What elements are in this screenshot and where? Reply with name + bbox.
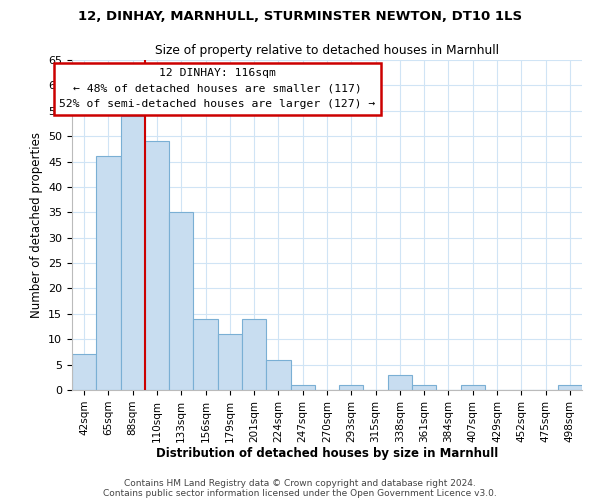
X-axis label: Distribution of detached houses by size in Marnhull: Distribution of detached houses by size …: [156, 448, 498, 460]
Bar: [193, 319, 218, 390]
Text: Contains HM Land Registry data © Crown copyright and database right 2024.: Contains HM Land Registry data © Crown c…: [124, 478, 476, 488]
Title: Size of property relative to detached houses in Marnhull: Size of property relative to detached ho…: [155, 44, 499, 58]
Bar: [96, 156, 121, 390]
Bar: [461, 385, 485, 390]
Bar: [290, 385, 315, 390]
Bar: [169, 212, 193, 390]
Bar: [242, 319, 266, 390]
Text: Contains public sector information licensed under the Open Government Licence v3: Contains public sector information licen…: [103, 488, 497, 498]
Text: 12 DINHAY: 116sqm
← 48% of detached houses are smaller (117)
52% of semi-detache: 12 DINHAY: 116sqm ← 48% of detached hous…: [59, 68, 376, 110]
Bar: [388, 375, 412, 390]
Y-axis label: Number of detached properties: Number of detached properties: [29, 132, 43, 318]
Bar: [266, 360, 290, 390]
Bar: [339, 385, 364, 390]
Bar: [121, 116, 145, 390]
Text: 12, DINHAY, MARNHULL, STURMINSTER NEWTON, DT10 1LS: 12, DINHAY, MARNHULL, STURMINSTER NEWTON…: [78, 10, 522, 23]
Bar: [218, 334, 242, 390]
Bar: [412, 385, 436, 390]
Bar: [72, 354, 96, 390]
Bar: [145, 141, 169, 390]
Bar: [558, 385, 582, 390]
